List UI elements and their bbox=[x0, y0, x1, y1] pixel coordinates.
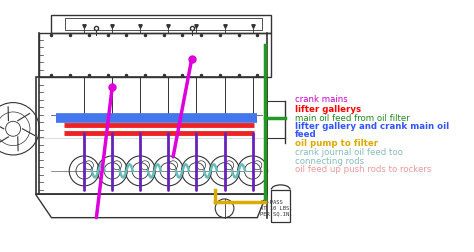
Text: crank journal oil feed too: crank journal oil feed too bbox=[295, 148, 402, 157]
Text: BY-PASS
AT 10 LBS.
PER SQ.IN.: BY-PASS AT 10 LBS. PER SQ.IN. bbox=[260, 199, 292, 216]
Text: main oil feed from oil filter: main oil feed from oil filter bbox=[295, 113, 410, 122]
Text: oil feed up push rods to rockers: oil feed up push rods to rockers bbox=[295, 165, 431, 174]
Text: crank mains: crank mains bbox=[295, 95, 347, 104]
Text: lifter gallery and crank main oil: lifter gallery and crank main oil bbox=[295, 122, 449, 131]
Text: oil pump to filter: oil pump to filter bbox=[295, 139, 378, 147]
Text: lifter gallerys: lifter gallerys bbox=[295, 104, 361, 113]
Text: connecting rods: connecting rods bbox=[295, 156, 364, 165]
Text: feed: feed bbox=[295, 129, 316, 138]
